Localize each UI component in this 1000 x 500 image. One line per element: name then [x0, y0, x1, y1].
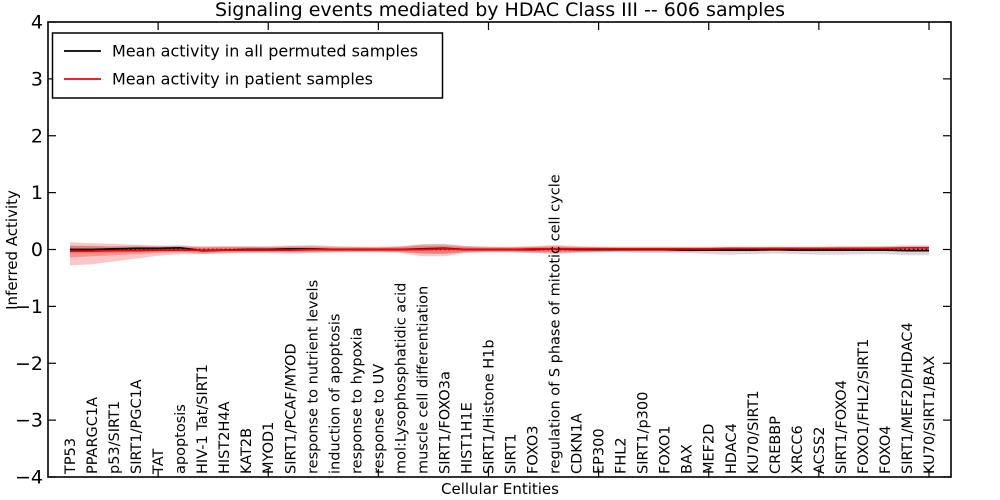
axis-ticks: [48, 21, 951, 478]
y-tick-label: 2: [31, 125, 43, 147]
x-tick-label: p53/SIRT1: [107, 401, 123, 474]
y-tick-label: 1: [31, 182, 43, 204]
x-tick-label: KU70/SIRT1/BAX: [922, 356, 938, 474]
x-tick-label: muscle cell differentiation: [415, 286, 431, 474]
x-tick-label: regulation of S phase of mitotic cell cy…: [548, 174, 564, 474]
x-tick-label: KAT2B: [239, 428, 255, 474]
y-tick-label: 0: [31, 239, 43, 261]
mean-lines-layer: [70, 246, 929, 253]
x-tick-label: induction of apoptosis: [327, 314, 343, 474]
x-tick-label: SIRT1/PCAF/MYOD: [283, 343, 299, 474]
x-tick-label: CDKN1A: [570, 413, 586, 474]
y-tick-labels: 4 3 2 1 0 −1 −2 −3 −4: [15, 12, 43, 489]
x-tick-label: FOXO1: [658, 426, 674, 474]
patient-mean-line: [70, 246, 929, 253]
x-tick-label: ACSS2: [812, 427, 828, 474]
x-tick-label: MYOD1: [261, 422, 277, 474]
x-tick-label: HDAC4: [724, 423, 740, 474]
x-tick-label: XRCC6: [790, 425, 806, 474]
x-tick-label: apoptosis: [173, 404, 189, 474]
x-tick-label: FHL2: [614, 437, 630, 474]
x-tick-label: response to nutrient levels: [305, 280, 321, 474]
legend-label-permuted-samples: Mean activity in all permuted samples: [112, 42, 418, 61]
x-tick-label: HIV-1 Tat/SIRT1: [195, 364, 211, 474]
x-axis-label: Cellular Entities: [441, 480, 559, 498]
x-tick-label: CREBBP: [768, 416, 784, 474]
y-tick-label: 4: [31, 12, 43, 34]
x-tick-label: SIRT1/FOXO3a: [437, 371, 453, 474]
legend-box: [51, 32, 444, 99]
x-tick-label: SIRT1/p300: [636, 392, 652, 474]
x-tick-label: KU70/SIRT1: [746, 390, 762, 474]
x-tick-label: HIST1H1E: [460, 402, 476, 474]
x-tick-label: EP300: [592, 428, 608, 474]
legend: Mean activity in all permuted samples Me…: [51, 32, 444, 99]
x-tick-label: PPARGC1A: [85, 397, 101, 474]
x-tick-label: HIST2H4A: [217, 401, 233, 474]
x-tick-label: mol:Lysophosphatidic acid: [393, 283, 409, 474]
y-tick-label: −2: [15, 353, 43, 375]
x-tick-label: SIRT1/Histone H1b: [482, 339, 498, 474]
x-tick-label: SIRT1/PGC1A: [129, 379, 145, 474]
y-tick-label: 3: [31, 68, 43, 90]
chart-title: Signaling events mediated by HDAC Class …: [215, 0, 785, 21]
x-tick-label: MEF2D: [702, 424, 718, 474]
y-tick-label: −1: [15, 296, 43, 318]
x-tick-label: FOXO1/FHL2/SIRT1: [856, 339, 872, 474]
y-tick-label: −3: [15, 410, 43, 432]
x-tick-label: FOXO4: [878, 426, 894, 474]
x-tick-label: SIRT1: [504, 433, 520, 474]
x-tick-label: FOXO3: [526, 426, 542, 474]
std-bands-layer: [70, 242, 929, 266]
y-tick-label: −4: [15, 467, 43, 489]
y-axis-label: Inferred Activity: [3, 190, 21, 310]
x-tick-label: response to hypoxia: [349, 327, 365, 474]
x-tick-label: TAT: [151, 448, 167, 475]
x-tick-label: BAX: [680, 444, 696, 474]
x-tick-label: SIRT1/FOXO4: [834, 380, 850, 474]
x-tick-label: TP53: [63, 438, 79, 475]
x-tick-labels: TP53 PPARGC1A p53/SIRT1 SIRT1/PGC1A TAT apopt…: [63, 174, 938, 475]
x-tick-label: SIRT1/MEF2D/HDAC4: [900, 322, 916, 474]
x-tick-label: response to UV: [371, 364, 387, 474]
legend-label-patient-samples: Mean activity in patient samples: [112, 70, 373, 89]
